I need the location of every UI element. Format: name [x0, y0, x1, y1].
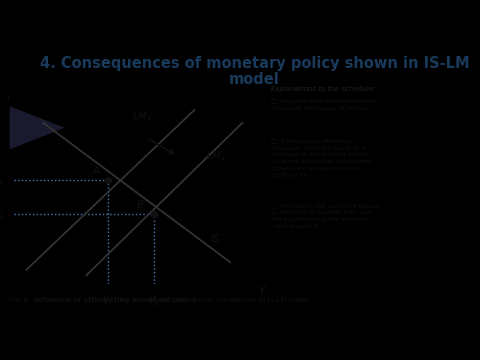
Text: $i_1$: $i_1$	[0, 173, 5, 186]
Text: model: model	[229, 72, 280, 87]
Polygon shape	[10, 106, 65, 149]
Text: IS: IS	[211, 234, 221, 244]
Text: B: B	[137, 200, 144, 210]
Text: 4. Consequences of monetary policy shown in IS-LM: 4. Consequences of monetary policy shown…	[39, 56, 469, 71]
Text: Fig. 8.: Fig. 8.	[9, 297, 30, 302]
Text: □  If the supply of money
increases, then this leads to a
decrease in the intere: □ If the supply of money increases, then…	[271, 139, 372, 177]
Text: $Y_2$: $Y_2$	[148, 294, 159, 308]
Text: i: i	[7, 94, 10, 104]
Text: □  Therefore, the curve LM moves
to the right in position LM2, and
the equilibri: □ Therefore, the curve LM moves to the r…	[271, 203, 380, 229]
Text: $LM_2$: $LM_2$	[206, 149, 227, 163]
Text: Y: Y	[258, 286, 265, 296]
Text: $Y_1$: $Y_1$	[102, 294, 114, 308]
Text: on national market equilibrium in IS-LM model: on national market equilibrium in IS-LM …	[146, 297, 311, 302]
Text: Influence of stimulating monetary policy: Influence of stimulating monetary policy	[34, 297, 196, 302]
Text: □  Suppose that the central bank
increased the supply of money.: □ Suppose that the central bank increase…	[271, 99, 377, 111]
Text: $i_2$: $i_2$	[0, 207, 5, 221]
Text: A: A	[92, 166, 99, 176]
Text: Explanations to the schedule:: Explanations to the schedule:	[271, 86, 375, 92]
Text: $LM_1$: $LM_1$	[132, 109, 153, 123]
